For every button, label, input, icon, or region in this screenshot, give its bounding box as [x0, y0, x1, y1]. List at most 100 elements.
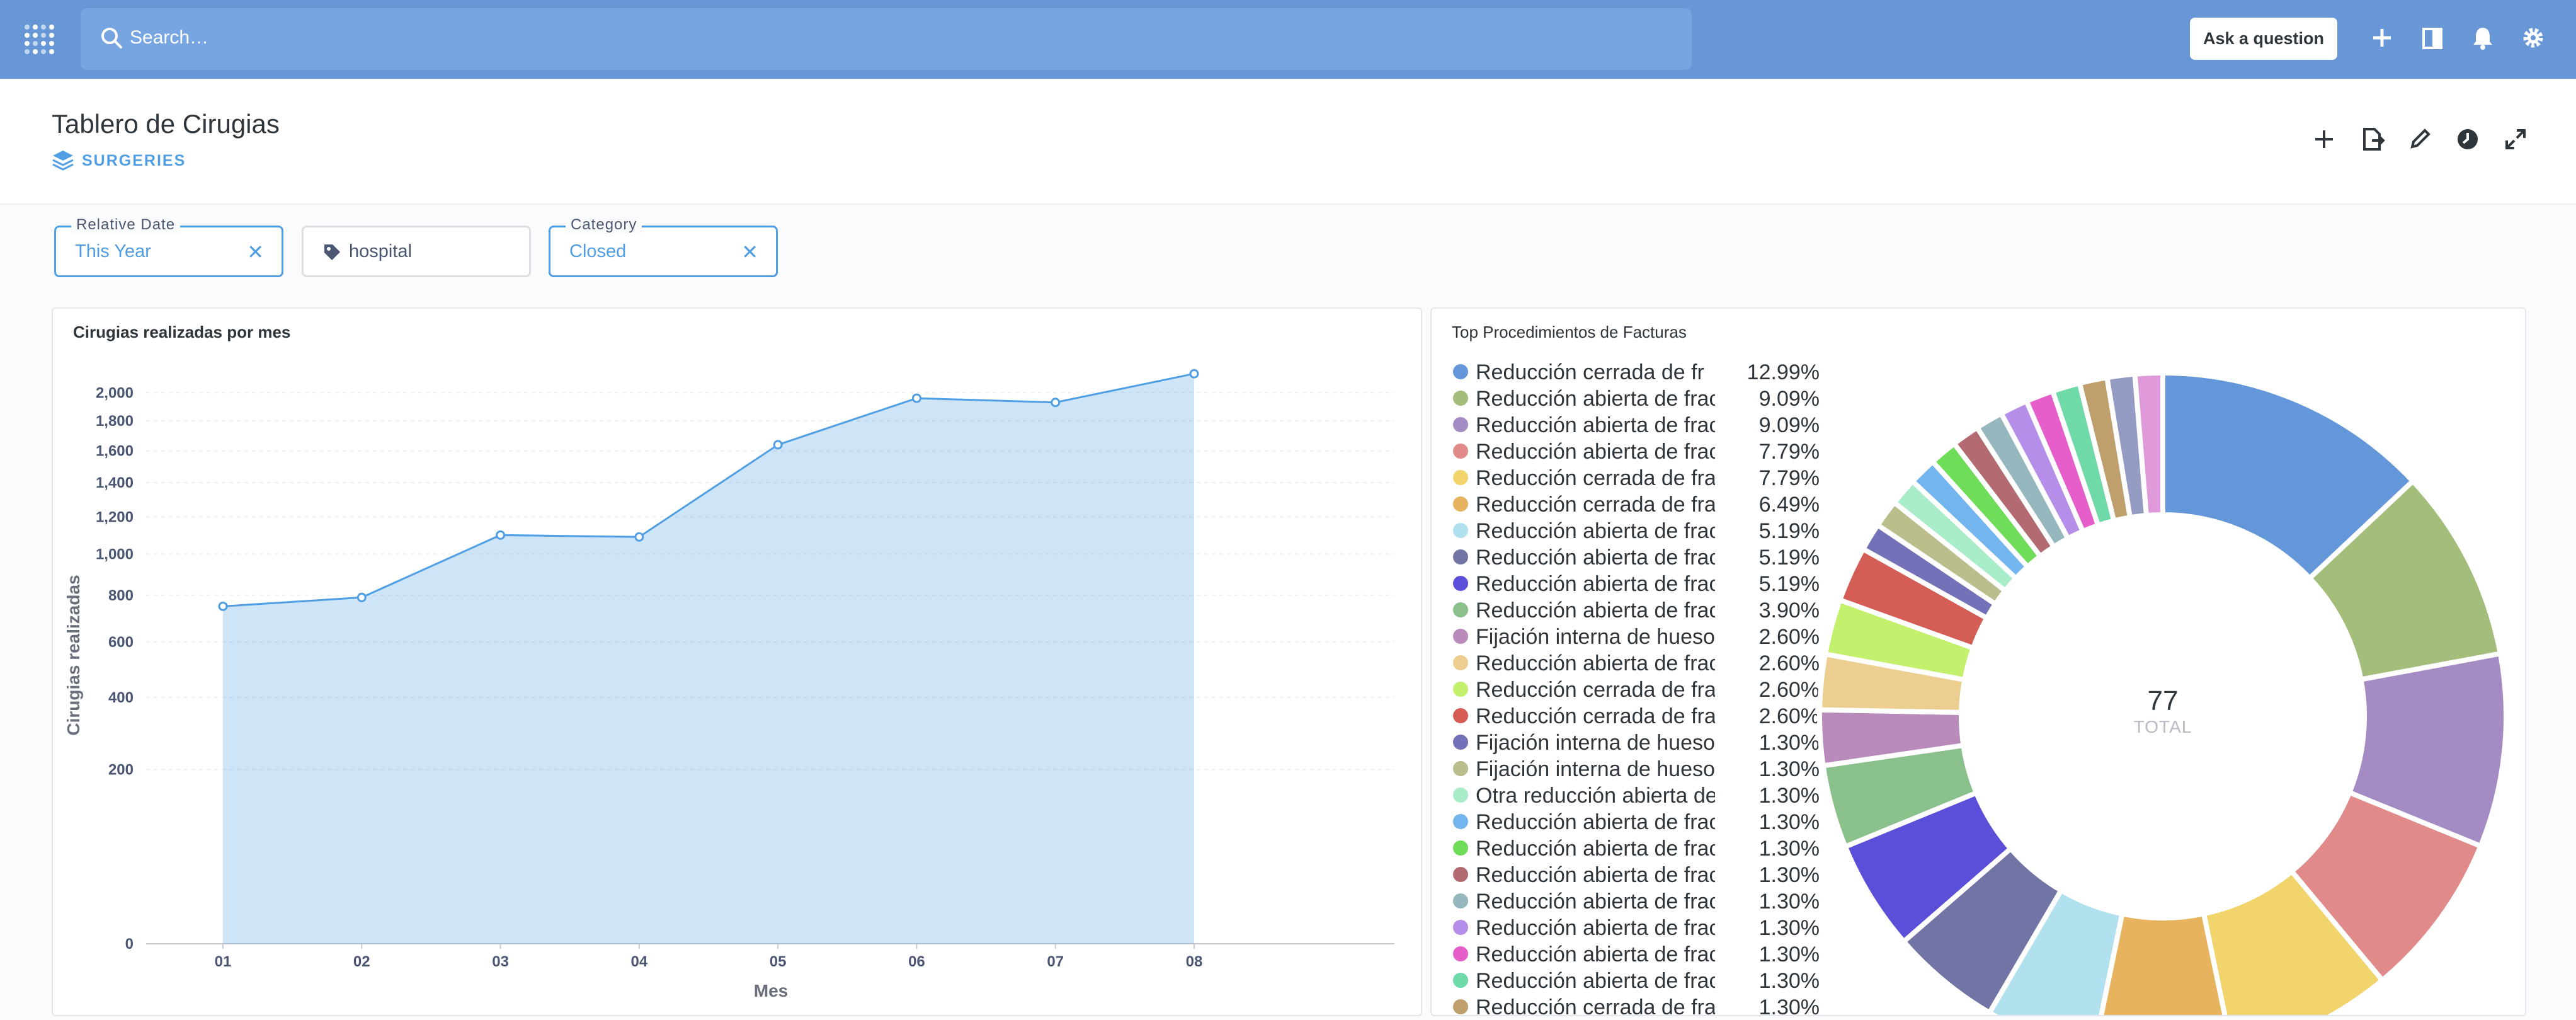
legend-label: Reducción cerrada de frac	[1476, 466, 1715, 490]
legend-color-dot	[1453, 735, 1468, 750]
legend-label: Reducción abierta de frac	[1476, 651, 1715, 675]
legend-item[interactable]: Reducción abierta de frac 5.19%	[1449, 517, 1821, 543]
history-clock-icon[interactable]	[2454, 125, 2482, 153]
legend-item[interactable]: Reducción abierta de frac 5.19%	[1449, 543, 1821, 570]
filter-category[interactable]: Category Closed ✕	[549, 216, 778, 277]
legend-item[interactable]: Reducción abierta de frac 7.79%	[1449, 437, 1821, 464]
legend-item[interactable]: Reducción abierta de frac 1.30%	[1449, 861, 1821, 887]
legend-label: Reducción abierta de frac	[1476, 969, 1715, 993]
card-surgeries-per-month[interactable]: Cirugias realizadas por mes 0 200 400 600 80…	[52, 307, 1422, 1016]
legend-label: Reducción abierta de frac	[1476, 572, 1715, 596]
legend-label: Reducción cerrada de frac	[1476, 678, 1715, 702]
data-point	[1051, 398, 1061, 408]
legend-percent: 1.30%	[1758, 837, 1820, 861]
legend-item[interactable]: Reducción abierta de frac 9.09%	[1449, 384, 1821, 411]
ask-question-button[interactable]: Ask a question	[2190, 18, 2337, 60]
legend-color-dot	[1453, 999, 1468, 1014]
donut-slice[interactable]	[2094, 910, 2233, 1016]
legend-item[interactable]: Reducción abierta de frac 2.60%	[1449, 649, 1821, 675]
legend-percent: 1.30%	[1758, 784, 1820, 808]
data-point	[911, 393, 921, 403]
export-document-icon[interactable]	[2358, 125, 2386, 153]
y-tick-label: 600	[108, 634, 134, 651]
legend-item[interactable]: Reducción abierta de frac 1.30%	[1449, 966, 1821, 993]
legend-label: Reducción abierta de frac	[1476, 943, 1715, 966]
pencil-edit-icon[interactable]	[2406, 125, 2434, 153]
legend-color-dot	[1453, 470, 1468, 485]
legend-label: Reducción abierta de frac	[1476, 519, 1715, 543]
legend-item[interactable]: Reducción cerrada de frac 7.79%	[1449, 464, 1821, 490]
tag-icon	[324, 244, 340, 260]
legend-color-dot	[1453, 814, 1468, 829]
legend-percent: 5.19%	[1758, 519, 1820, 543]
legend-percent: 1.30%	[1758, 757, 1820, 781]
legend-item[interactable]: Reducción cerrada de fr 12.99%	[1449, 358, 1821, 384]
gear-icon[interactable]	[2519, 24, 2547, 52]
legend-color-dot	[1453, 629, 1468, 644]
x-tick-label: 08	[1186, 953, 1203, 970]
donut-slice[interactable]	[2160, 370, 2417, 582]
donut-chart	[1817, 370, 2509, 1016]
filter-hospital[interactable]: hospital	[302, 226, 531, 277]
legend-percent: 1.30%	[1758, 810, 1820, 834]
legend-item[interactable]: Reducción cerrada de frac 6.49%	[1449, 490, 1821, 517]
legend-color-dot	[1453, 840, 1468, 856]
legend-item[interactable]: Reducción abierta de frac 1.30%	[1449, 940, 1821, 966]
data-point	[496, 530, 506, 540]
legend-item[interactable]: Reducción cerrada de frac 2.60%	[1449, 675, 1821, 702]
legend-percent: 12.99%	[1747, 360, 1820, 384]
add-card-icon[interactable]	[2310, 125, 2338, 153]
search-bar[interactable]: Search…	[81, 8, 1692, 70]
legend-color-dot	[1453, 523, 1468, 538]
legend-percent: 5.19%	[1758, 546, 1820, 570]
legend-item[interactable]: Reducción cerrada de frac 2.60%	[1449, 702, 1821, 728]
legend-item[interactable]: Fijación interna de hueso 1.30%	[1449, 728, 1821, 755]
bookmark-book-icon[interactable]	[2419, 24, 2446, 52]
legend-item[interactable]: Reducción abierta de frac 3.90%	[1449, 596, 1821, 622]
data-point	[773, 440, 783, 450]
clear-filter-icon[interactable]: ✕	[247, 241, 264, 263]
legend-item[interactable]: Reducción abierta de frac 1.30%	[1449, 834, 1821, 861]
legend-color-dot	[1453, 761, 1468, 776]
clear-filter-icon[interactable]: ✕	[741, 241, 758, 263]
legend-label: Otra reducción abierta de	[1476, 784, 1715, 808]
legend-percent: 2.60%	[1758, 704, 1820, 728]
y-tick-label: 800	[108, 587, 134, 604]
legend-label: Reducción abierta de frac	[1476, 916, 1715, 940]
page-title[interactable]: Tablero de Cirugias	[52, 109, 280, 139]
legend-item[interactable]: Reducción abierta de frac 1.30%	[1449, 887, 1821, 914]
y-tick-label: 400	[108, 689, 134, 706]
legend-label: Reducción abierta de frac	[1476, 413, 1715, 437]
legend-item[interactable]: Fijación interna de hueso 2.60%	[1449, 622, 1821, 649]
legend-percent: 2.60%	[1758, 625, 1820, 649]
dashboard-header: Tablero de Cirugias SURGERIES	[0, 79, 2576, 205]
y-tick-label: 1,600	[96, 443, 134, 460]
legend-item[interactable]: Reducción abierta de frac 5.19%	[1449, 570, 1821, 596]
legend-label: Reducción cerrada de fr	[1476, 360, 1704, 384]
filter-label: Relative Date	[71, 216, 181, 234]
card-top-procedures[interactable]: Top Procedimientos de Facturas Reducción…	[1430, 307, 2526, 1016]
legend-item[interactable]: Reducción abierta de frac 1.30%	[1449, 914, 1821, 940]
legend-item[interactable]: Otra reducción abierta de 1.30%	[1449, 781, 1821, 808]
x-tick-label: 05	[770, 953, 787, 970]
donut-slice[interactable]	[2201, 868, 2386, 1016]
legend-color-dot	[1453, 708, 1468, 723]
legend-label: Fijación interna de hueso	[1476, 757, 1715, 781]
plus-icon[interactable]	[2368, 24, 2396, 52]
filter-value: hospital	[349, 241, 412, 261]
legend-item[interactable]: Reducción abierta de frac 9.09%	[1449, 411, 1821, 437]
legend-label: Reducción abierta de frac	[1476, 546, 1715, 570]
fullscreen-expand-icon[interactable]	[2502, 125, 2529, 153]
bell-icon[interactable]	[2469, 24, 2497, 52]
legend-percent: 5.19%	[1758, 572, 1820, 596]
filter-value: This Year	[75, 241, 151, 261]
legend-color-dot	[1453, 417, 1468, 432]
data-point	[1189, 369, 1199, 379]
legend-item[interactable]: Reducción abierta de frac 1.30%	[1449, 808, 1821, 834]
donut-slice[interactable]	[2132, 370, 2165, 519]
filter-relative-date[interactable]: Relative Date This Year ✕	[54, 216, 283, 277]
legend-item[interactable]: Reducción cerrada de frac 1.30%	[1449, 993, 1821, 1015]
legend-percent: 1.30%	[1758, 890, 1820, 914]
legend-item[interactable]: Fijación interna de hueso 1.30%	[1449, 755, 1821, 781]
metabase-logo-icon[interactable]	[24, 24, 58, 54]
